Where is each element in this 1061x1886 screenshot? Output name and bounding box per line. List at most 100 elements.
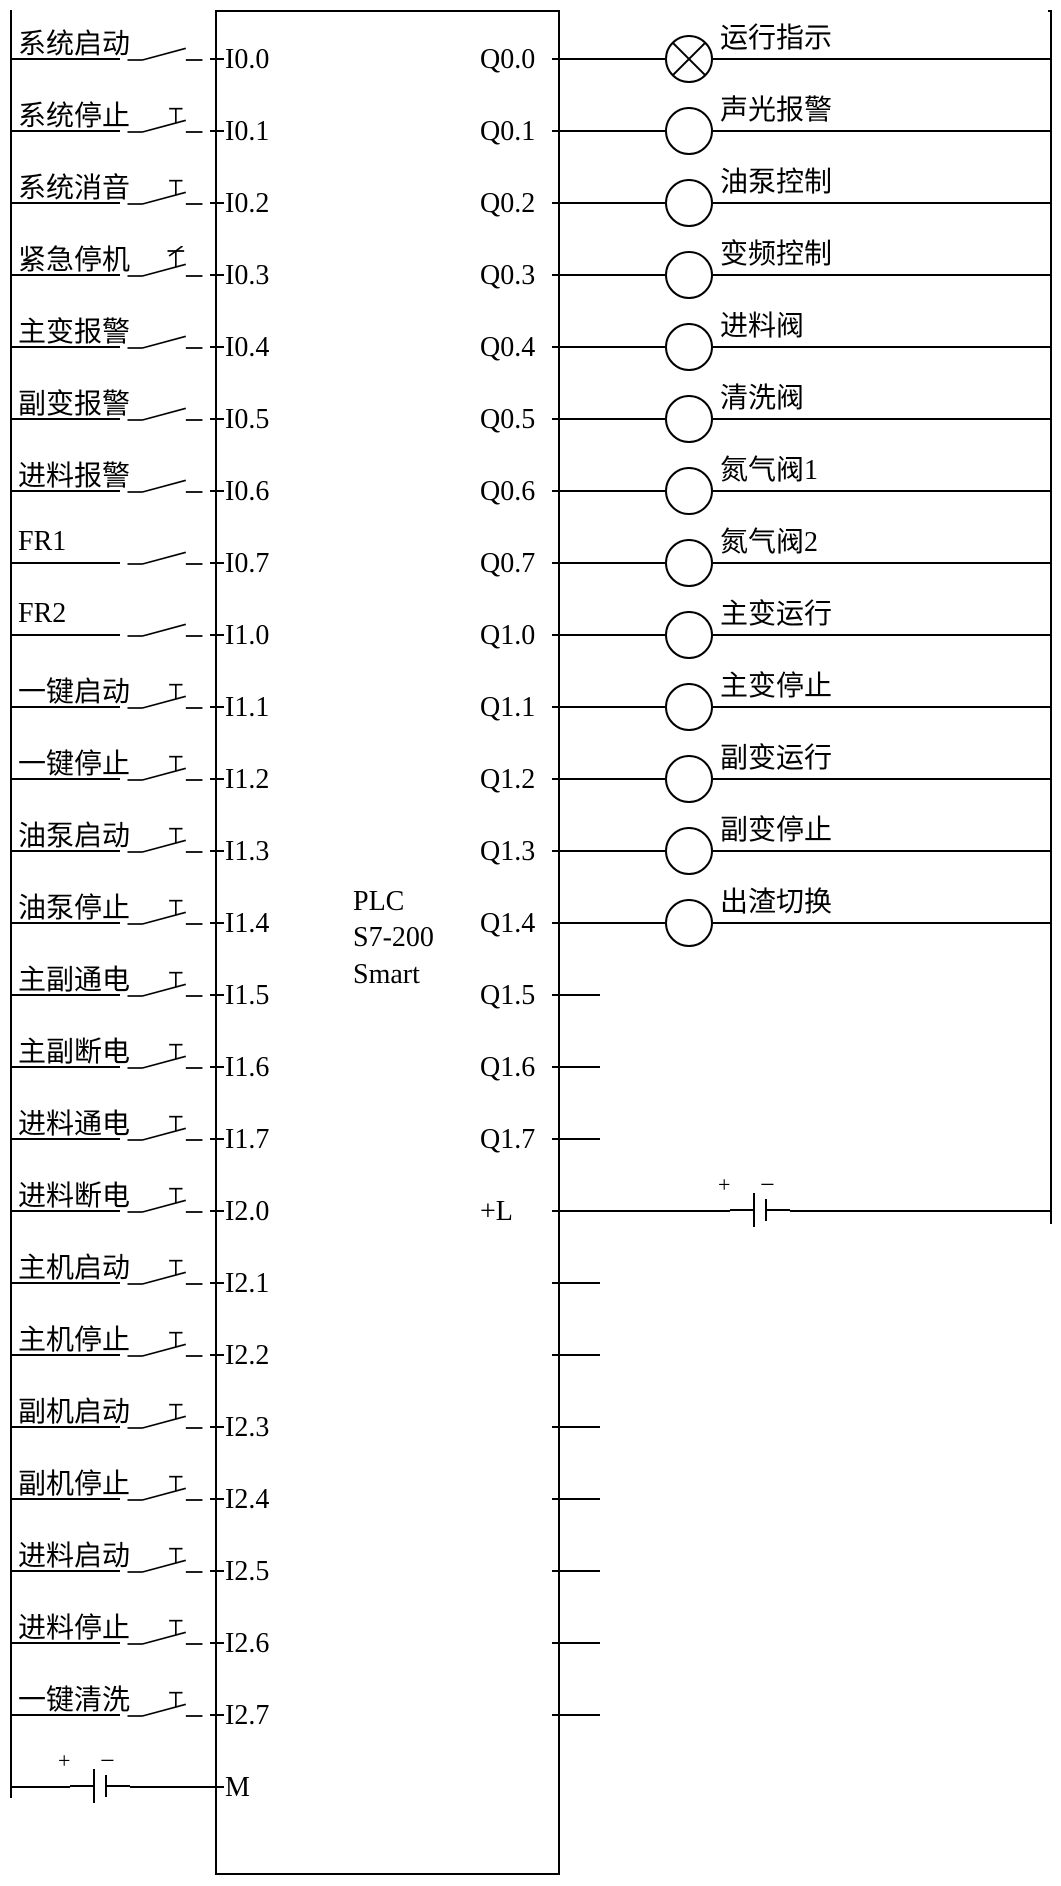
output-label: 出渣切换 — [720, 880, 832, 920]
output-pin: Q0.1 — [480, 116, 535, 148]
input-label: 系统消音 — [18, 166, 130, 206]
coil-icon — [665, 467, 713, 520]
input-label: 进料启动 — [18, 1534, 130, 1574]
plc-wiring-diagram: PLCS7-200Smart系统启动I0.0系统停止I0.1系统消音I0.2紧急… — [0, 0, 1061, 1886]
input-pin: I1.2 — [225, 764, 269, 796]
output-label: 氮气阀2 — [720, 520, 818, 560]
input-pin: I1.6 — [225, 1052, 269, 1084]
switch-icon — [120, 678, 210, 718]
output-label: 副变运行 — [720, 736, 832, 776]
switch-icon — [120, 966, 210, 1006]
input-label: 进料通电 — [18, 1102, 130, 1142]
output-pin: Q0.3 — [480, 260, 535, 292]
switch-icon — [120, 1038, 210, 1078]
switch-icon — [120, 822, 210, 862]
input-pin: I2.1 — [225, 1268, 269, 1300]
switch-icon — [120, 1398, 210, 1438]
input-label: 进料断电 — [18, 1174, 130, 1214]
switch-icon — [120, 318, 210, 358]
input-pin: I1.3 — [225, 836, 269, 868]
input-label: 油泵停止 — [18, 886, 130, 926]
output-label: 氮气阀1 — [720, 448, 818, 488]
input-label: 系统停止 — [18, 94, 130, 134]
input-label: 副机停止 — [18, 1462, 130, 1502]
output-pin: Q0.2 — [480, 188, 535, 220]
input-label: 一键启动 — [18, 670, 130, 710]
switch-icon — [120, 1686, 210, 1726]
switch-icon — [120, 1182, 210, 1222]
coil-icon — [665, 899, 713, 952]
input-label: 主副通电 — [18, 958, 130, 998]
output-pin: Q0.5 — [480, 404, 535, 436]
plc-label: PLCS7-200Smart — [353, 884, 434, 993]
battery-plus: + — [718, 1172, 730, 1198]
coil-icon — [665, 179, 713, 232]
plc-label-line2: S7-200 — [353, 922, 434, 953]
input-pin: I1.4 — [225, 908, 269, 940]
battery-minus: − — [760, 1170, 775, 1200]
output-label: 进料阀 — [720, 304, 804, 344]
output-label: 清洗阀 — [720, 376, 804, 416]
input-pin: I0.1 — [225, 116, 269, 148]
output-label: 变频控制 — [720, 232, 832, 272]
input-pin: I2.2 — [225, 1340, 269, 1372]
indicator-lamp-icon — [665, 35, 713, 88]
switch-icon — [120, 1110, 210, 1150]
battery-minus: − — [100, 1746, 115, 1776]
input-pin: I2.0 — [225, 1196, 269, 1228]
output-pin: Q0.4 — [480, 332, 535, 364]
switch-icon — [120, 894, 210, 934]
switch-icon — [120, 534, 210, 574]
switch-icon — [120, 1614, 210, 1654]
input-label: 进料停止 — [18, 1606, 130, 1646]
input-m-pin: M — [225, 1772, 250, 1804]
input-label: 副变报警 — [18, 382, 130, 422]
output-pin: Q1.3 — [480, 836, 535, 868]
input-label: 一键清洗 — [18, 1678, 130, 1718]
output-pin: Q0.6 — [480, 476, 535, 508]
output-l-pin: +L — [480, 1196, 513, 1228]
coil-icon — [665, 323, 713, 376]
output-pin: Q0.7 — [480, 548, 535, 580]
input-pin: I2.4 — [225, 1484, 269, 1516]
input-pin: I0.7 — [225, 548, 269, 580]
battery-plus: + — [58, 1748, 70, 1774]
output-pin: Q1.4 — [480, 908, 535, 940]
input-label: FR2 — [18, 598, 66, 630]
switch-icon — [120, 1470, 210, 1510]
output-label: 油泵控制 — [720, 160, 832, 200]
output-pin-empty: Q1.7 — [480, 1124, 535, 1156]
input-label: 副机启动 — [18, 1390, 130, 1430]
switch-icon — [120, 390, 210, 430]
coil-icon — [665, 251, 713, 304]
switch-icon — [120, 246, 210, 286]
coil-icon — [665, 395, 713, 448]
coil-icon — [665, 611, 713, 664]
input-label: 一键停止 — [18, 742, 130, 782]
input-pin: I2.7 — [225, 1700, 269, 1732]
input-pin: I0.5 — [225, 404, 269, 436]
switch-icon — [120, 750, 210, 790]
input-pin: I0.6 — [225, 476, 269, 508]
output-label: 副变停止 — [720, 808, 832, 848]
switch-icon — [120, 1542, 210, 1582]
switch-icon — [120, 174, 210, 214]
coil-icon — [665, 827, 713, 880]
input-pin: I0.0 — [225, 44, 269, 76]
output-pin: Q1.1 — [480, 692, 535, 724]
coil-icon — [665, 683, 713, 736]
plc-label-line1: PLC — [353, 886, 404, 917]
input-pin: I0.3 — [225, 260, 269, 292]
output-pin-empty: Q1.5 — [480, 980, 535, 1012]
switch-icon — [120, 606, 210, 646]
switch-icon — [120, 30, 210, 70]
output-pin: Q1.2 — [480, 764, 535, 796]
input-label: 主变报警 — [18, 310, 130, 350]
input-pin: I1.7 — [225, 1124, 269, 1156]
input-label: 系统启动 — [18, 22, 130, 62]
output-pin: Q0.0 — [480, 44, 535, 76]
output-label: 主变停止 — [720, 664, 832, 704]
switch-icon — [120, 1254, 210, 1294]
output-pin-empty: Q1.6 — [480, 1052, 535, 1084]
switch-icon — [120, 102, 210, 142]
